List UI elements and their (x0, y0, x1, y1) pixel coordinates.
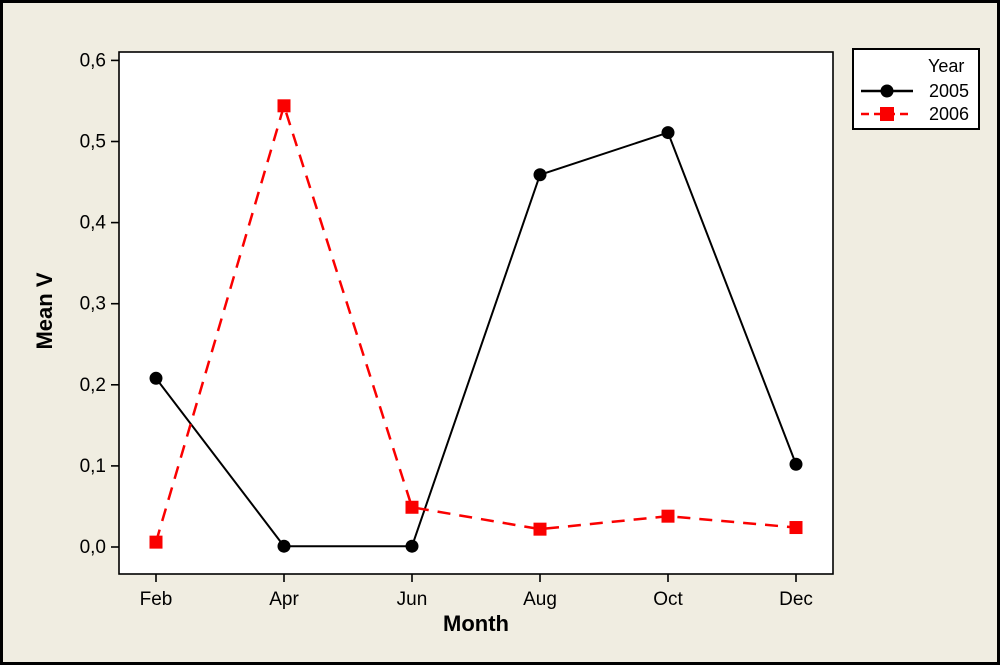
x-tick-label: Dec (779, 589, 813, 610)
data-point-2006 (661, 509, 675, 523)
y-tick-label: 0,4 (80, 213, 107, 234)
data-point-2005 (405, 539, 419, 553)
data-point-2006 (405, 500, 419, 514)
x-tick-label: Oct (653, 589, 683, 610)
data-point-2005 (661, 126, 675, 140)
y-axis-title: Mean V (32, 272, 57, 350)
y-tick-label: 0,3 (80, 294, 106, 315)
y-tick-label: 0,0 (80, 537, 106, 558)
data-point-2006 (149, 535, 163, 549)
x-tick-label: Jun (397, 589, 428, 610)
data-point-2005 (533, 168, 547, 182)
data-point-2005 (277, 539, 291, 553)
x-tick-label: Feb (140, 589, 173, 610)
legend-marker-2006-square-icon (861, 107, 913, 121)
legend-label-2005: 2005 (929, 80, 970, 101)
data-point-2006 (789, 521, 803, 535)
legend-marker-2005-circle-icon (861, 84, 913, 98)
legend-entry-2006: 2006 (854, 103, 969, 125)
y-tick-label: 0,5 (80, 132, 106, 153)
data-point-2006 (277, 99, 291, 113)
legend-entry-2005: 2005 (854, 80, 969, 102)
series-line-2006 (154, 101, 797, 543)
data-point-2005 (789, 457, 803, 471)
legend-label-2006: 2006 (929, 103, 970, 124)
x-tick-label: Apr (269, 589, 299, 610)
series-line-2005 (155, 131, 797, 548)
time-series-plot: 0,0 0,1 0,2 0,3 0,4 0,5 0,6 Feb Apr Jun Aug Oct Dec (80, 50, 834, 610)
data-point-2006 (533, 522, 547, 536)
plot-area (118, 51, 834, 575)
legend-box: Year 2005 2006 (852, 48, 980, 130)
y-tick-label: 0,2 (80, 375, 106, 396)
y-tick-label: 0,1 (80, 456, 106, 477)
x-axis-title: Month (443, 611, 509, 636)
y-tick-label: 0,6 (80, 50, 106, 71)
data-point-2005 (149, 371, 163, 385)
x-tick-label: Aug (523, 589, 557, 610)
legend-title: Year (928, 56, 965, 76)
